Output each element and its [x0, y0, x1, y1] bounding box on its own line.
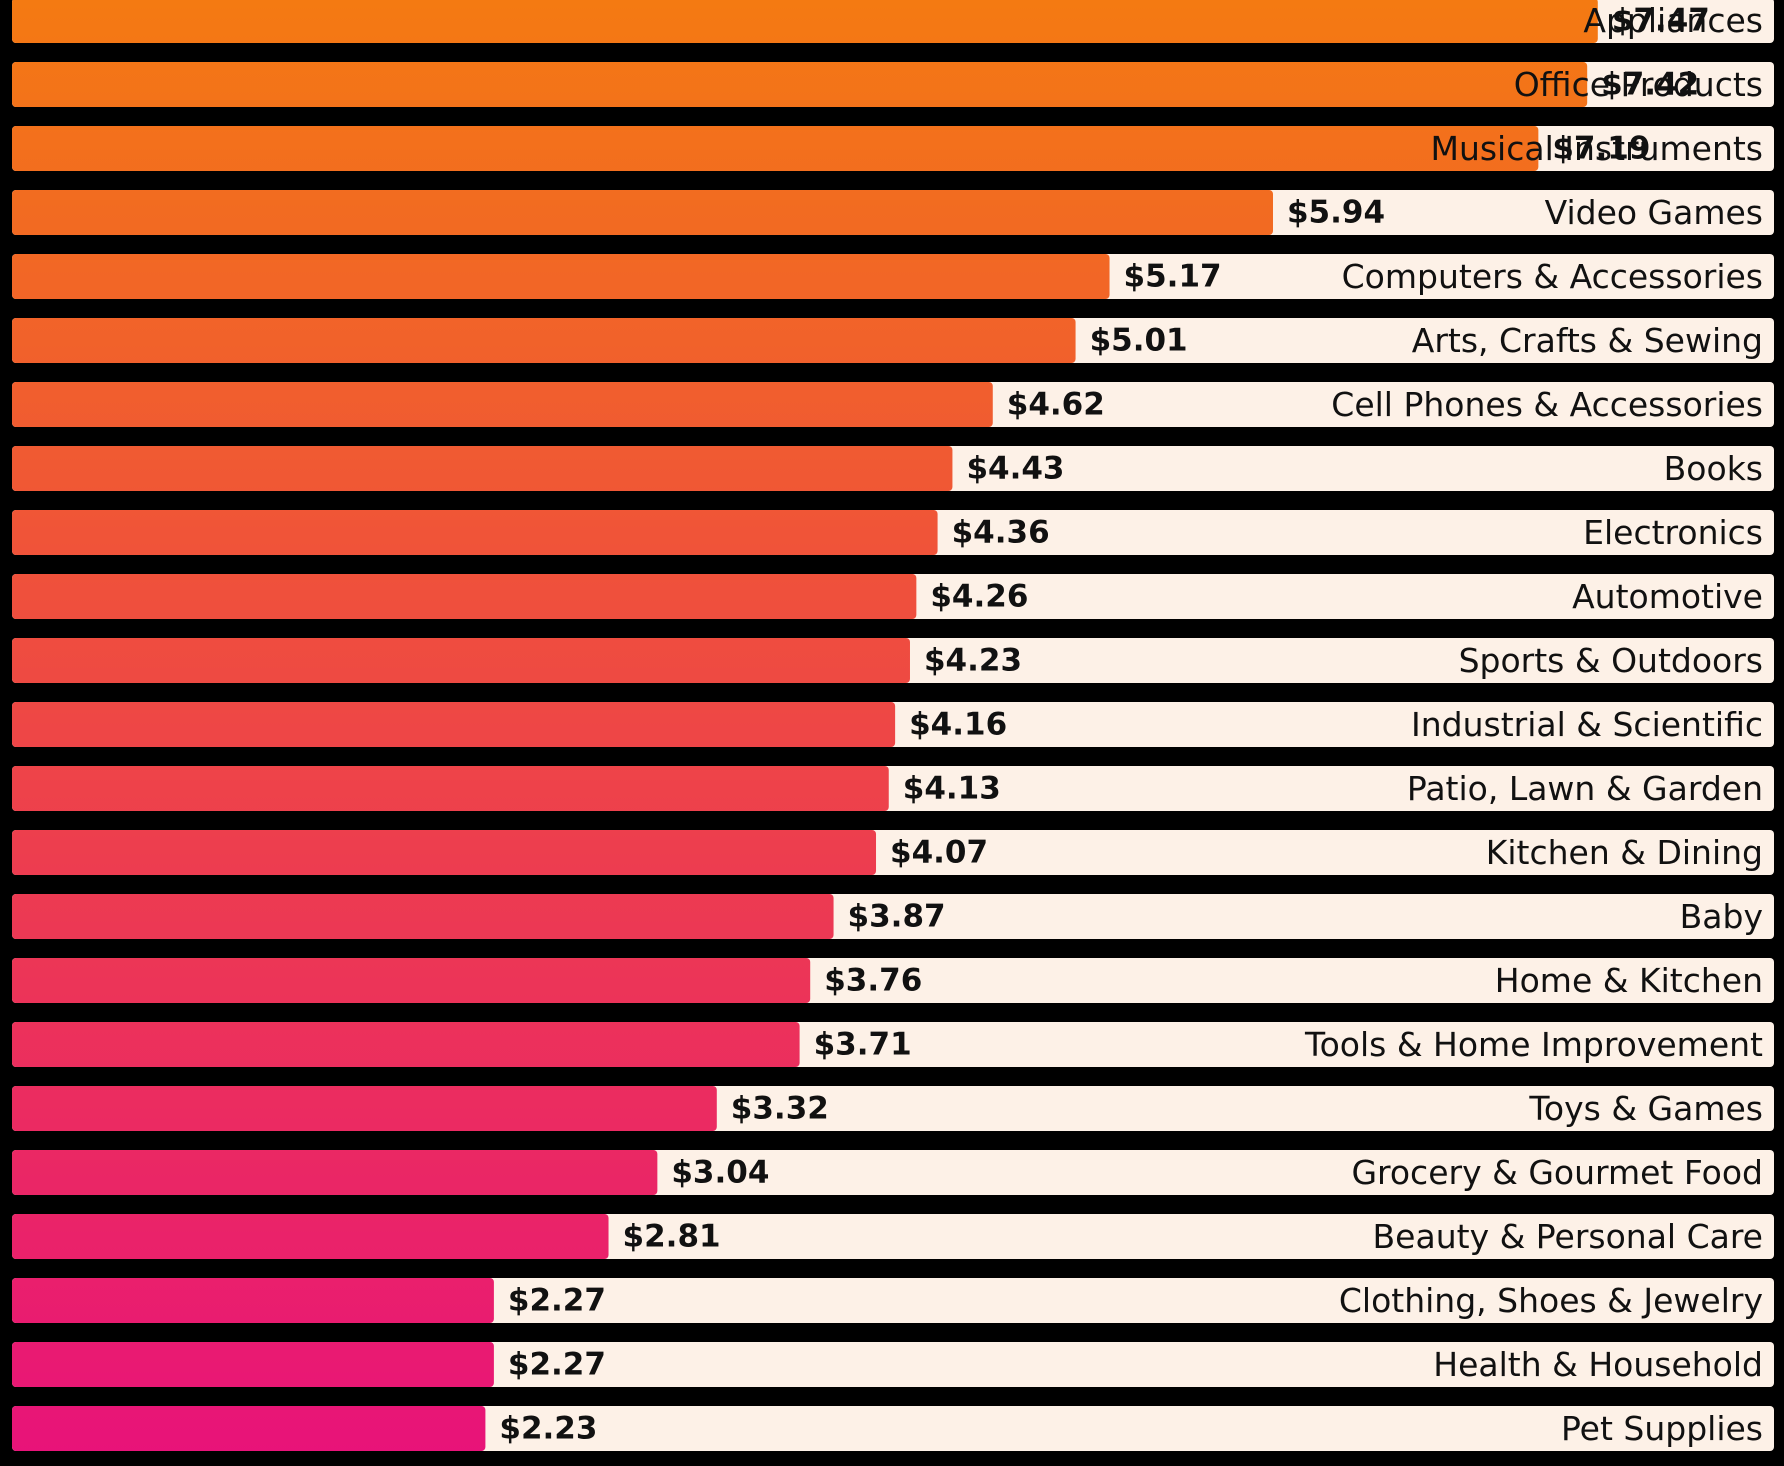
bar-row-video-games: $5.94 Video Games	[12, 190, 1774, 235]
category-label: Office Products	[1514, 65, 1763, 104]
bar-row-sports-outdoors: $4.23 Sports & Outdoors	[12, 638, 1774, 683]
value-label: $4.26	[930, 579, 1028, 615]
bar-industrial-scientific	[12, 702, 896, 747]
category-label: Patio, Lawn & Garden	[1407, 769, 1763, 808]
value-label: $3.87	[848, 899, 946, 935]
category-label: Sports & Outdoors	[1459, 641, 1763, 680]
category-label: Electronics	[1583, 513, 1763, 552]
bar-grocery-gourmet-food	[12, 1150, 658, 1195]
category-label: Beauty & Personal Care	[1373, 1217, 1763, 1256]
bar-row-cell-phones-accessories: $4.62 Cell Phones & Accessories	[12, 382, 1774, 427]
bar-electronics	[12, 510, 938, 555]
category-label: Grocery & Gourmet Food	[1351, 1153, 1763, 1192]
category-label: Toys & Games	[1528, 1089, 1763, 1128]
bar-row-patio-lawn-garden: $4.13 Patio, Lawn & Garden	[12, 766, 1774, 811]
category-label: Arts, Crafts & Sewing	[1412, 321, 1763, 360]
category-label: Computers & Accessories	[1342, 257, 1763, 296]
bar-row-toys-games: $3.32 Toys & Games	[12, 1086, 1774, 1131]
bar-row-industrial-scientific: $4.16 Industrial & Scientific	[12, 702, 1774, 747]
bar-row-tools-home-improvement: $3.71 Tools & Home Improvement	[12, 1022, 1774, 1067]
bar-pet-supplies	[12, 1406, 486, 1451]
bar-beauty-personal-care	[12, 1214, 609, 1259]
category-label: Automotive	[1572, 577, 1763, 616]
bar-toys-games	[12, 1086, 717, 1131]
bar-health-household	[12, 1342, 494, 1387]
value-label: $3.71	[814, 1027, 912, 1063]
category-label: Appliances	[1583, 1, 1763, 40]
bar-home-kitchen	[12, 958, 811, 1003]
category-label: Video Games	[1545, 193, 1763, 232]
value-label: $5.01	[1090, 323, 1188, 359]
value-label: $4.43	[966, 451, 1064, 487]
bar-row-clothing-shoes-jewelry: $2.27 Clothing, Shoes & Jewelry	[12, 1278, 1774, 1323]
value-label: $2.27	[508, 1347, 606, 1383]
category-label: Home & Kitchen	[1495, 961, 1763, 1000]
bar-baby	[12, 894, 834, 939]
bar-computers-accessories	[12, 254, 1110, 299]
bar-row-baby: $3.87 Baby	[12, 894, 1774, 939]
bar-sports-outdoors	[12, 638, 910, 683]
category-label: Kitchen & Dining	[1486, 833, 1763, 872]
value-label: $5.17	[1124, 259, 1222, 295]
bar-row-health-household: $2.27 Health & Household	[12, 1342, 1774, 1387]
value-label: $5.94	[1287, 195, 1385, 231]
value-label: $2.23	[499, 1411, 597, 1447]
category-label: Clothing, Shoes & Jewelry	[1339, 1281, 1763, 1320]
bar-office-products	[12, 62, 1588, 107]
bar-row-arts-crafts-sewing: $5.01 Arts, Crafts & Sewing	[12, 318, 1774, 363]
bar-row-computers-accessories: $5.17 Computers & Accessories	[12, 254, 1774, 299]
bar-row-electronics: $4.36 Electronics	[12, 510, 1774, 555]
bar-tools-home-improvement	[12, 1022, 800, 1067]
bar-patio-lawn-garden	[12, 766, 889, 811]
value-label: $4.07	[890, 835, 988, 871]
value-label: $2.81	[623, 1219, 721, 1255]
bar-row-pet-supplies: $2.23 Pet Supplies	[12, 1406, 1774, 1451]
category-label: Books	[1664, 449, 1763, 488]
bar-row-home-kitchen: $3.76 Home & Kitchen	[12, 958, 1774, 1003]
bar-cell-phones-accessories	[12, 382, 993, 427]
value-label: $7.47	[1612, 3, 1710, 39]
bar-automotive	[12, 574, 917, 619]
value-label: $4.36	[952, 515, 1050, 551]
value-label: $3.04	[671, 1155, 769, 1191]
bar-clothing-shoes-jewelry	[12, 1278, 494, 1323]
bar-books	[12, 446, 953, 491]
value-label: $3.76	[824, 963, 922, 999]
value-label: $4.62	[1007, 387, 1105, 423]
category-label: Cell Phones & Accessories	[1331, 385, 1763, 424]
bar-kitchen-dining	[12, 830, 877, 875]
category-label: Baby	[1680, 897, 1763, 936]
bar-row-kitchen-dining: $4.07 Kitchen & Dining	[12, 830, 1774, 875]
bar-row-books: $4.43 Books	[12, 446, 1774, 491]
value-label: $7.42	[1601, 67, 1699, 103]
value-label: $4.23	[924, 643, 1022, 679]
bar-arts-crafts-sewing	[12, 318, 1076, 363]
value-label: $4.16	[909, 707, 1007, 743]
bar-row-automotive: $4.26 Automotive	[12, 574, 1774, 619]
bar-row-beauty-personal-care: $2.81 Beauty & Personal Care	[12, 1214, 1774, 1259]
value-label: $3.32	[731, 1091, 829, 1127]
category-label: Tools & Home Improvement	[1304, 1025, 1763, 1064]
value-label: $7.19	[1552, 131, 1650, 167]
category-label: Pet Supplies	[1561, 1409, 1763, 1448]
bar-musical-instruments	[12, 126, 1539, 171]
bar-video-games	[12, 190, 1273, 235]
bar-row-grocery-gourmet-food: $3.04 Grocery & Gourmet Food	[12, 1150, 1774, 1195]
category-label: Health & Household	[1433, 1345, 1763, 1384]
bar-appliances	[12, 0, 1598, 43]
category-label: Industrial & Scientific	[1411, 705, 1763, 744]
value-label: $4.13	[903, 771, 1001, 807]
category-label: Musical Instruments	[1430, 129, 1763, 168]
value-label: $2.27	[508, 1283, 606, 1319]
